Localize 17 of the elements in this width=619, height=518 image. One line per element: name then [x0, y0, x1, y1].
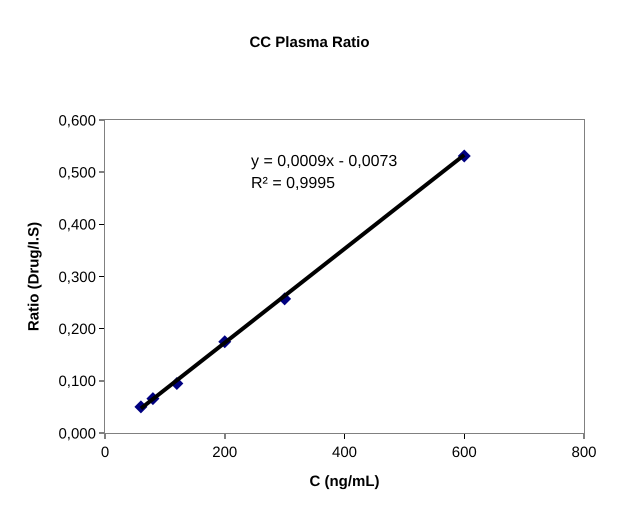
x-tick-label: 400: [332, 444, 358, 461]
y-tick-label: 0,600: [58, 112, 96, 130]
y-tick-label: 0,100: [58, 373, 96, 390]
chart-title: CC Plasma Ratio: [249, 34, 370, 51]
y-tick-label: 0,400: [58, 216, 96, 234]
x-tick-label: 0: [100, 444, 110, 461]
x-tick-label: 800: [571, 444, 597, 461]
y-axis-title: Ratio (Drug/I.S): [26, 222, 43, 332]
annotation: y = 0,0009x - 0,0073: [251, 153, 398, 170]
y-tick-label: 0,500: [58, 164, 96, 182]
y-tick-label: 0,300: [58, 268, 96, 286]
y-tick-label: 0,200: [58, 320, 96, 338]
annotation: R² = 0,9995: [251, 175, 336, 192]
y-tick-label: 0,000: [58, 425, 96, 442]
x-tick-label: 200: [212, 444, 238, 461]
x-axis-title: C (ng/mL): [310, 473, 380, 490]
x-tick-label: 600: [452, 444, 477, 461]
